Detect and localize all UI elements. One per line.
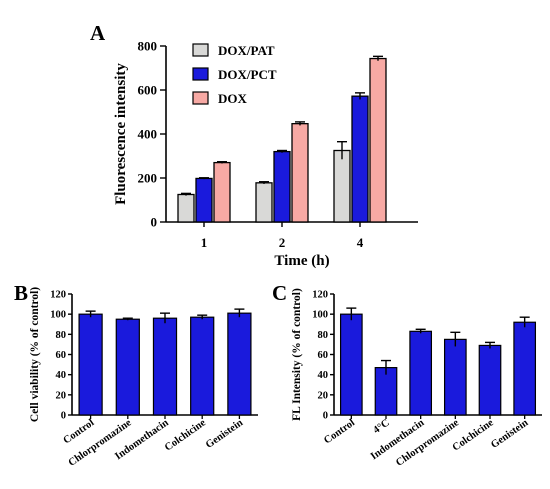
y-tick-label: 80 [318, 330, 329, 341]
x-tick-label: Colchicine [163, 417, 208, 453]
x-tick-label: 1 [201, 235, 208, 250]
y-tick-label: 800 [138, 39, 158, 54]
y-tick-label: 100 [312, 310, 328, 321]
y-tick-label: 100 [50, 310, 66, 321]
x-tick-label: Genistein [204, 417, 245, 451]
legend-swatch [192, 67, 209, 81]
bar-control [339, 313, 363, 416]
bar-genistein [513, 321, 537, 416]
panel-c: 0 20 40 60 80 100 120 C FL Intensity (% of contr… [272, 281, 542, 469]
y-tick-label: 200 [138, 171, 158, 186]
x-tick-label: Genistein [489, 417, 530, 451]
legend-label: DOX [218, 91, 248, 106]
x-tick-label: 4°C [371, 417, 391, 436]
x-tick-label: 4 [357, 235, 364, 250]
x-tick-label: 2 [279, 235, 286, 250]
y-tick-label: 400 [138, 127, 158, 142]
bar-dox-1 [213, 161, 231, 223]
y-tick-label: 0 [323, 411, 328, 422]
bar-chlorpromazine [115, 318, 140, 416]
legend-swatch [192, 43, 209, 57]
y-tick-label: 40 [56, 370, 67, 381]
y-tick-label: 80 [56, 330, 67, 341]
bar-colchicine [190, 316, 215, 416]
bar-4-c [374, 367, 398, 416]
y-tick-label: 40 [318, 370, 329, 381]
bar-indomethacin [152, 317, 178, 416]
legend: DOX/PAT DOX/PCT DOX [192, 43, 277, 106]
y-tick-label: 60 [56, 350, 67, 361]
y-tick-label: 20 [318, 390, 329, 401]
y-tick-label: 0 [61, 411, 66, 422]
y-tick-label: 120 [312, 290, 328, 301]
y-tick-label: 0 [151, 215, 158, 230]
panel-letter: A [90, 21, 106, 45]
y-axis-title: FL Intensity (% of control) [291, 288, 303, 421]
y-axis-title: Fluorescence intensity [113, 63, 129, 205]
y-tick-label: 600 [138, 83, 158, 98]
panel-letter: B [14, 281, 28, 305]
bar-colchicine [478, 344, 502, 416]
bar-dox-pat-1 [177, 193, 195, 223]
panel-a: 0 200 400 600 800 A Fluorescence intensity 1 2 4 T… [90, 21, 418, 269]
bar-indomethacin [409, 330, 433, 416]
bar-dox-pct-1 [195, 177, 213, 223]
bar-dox-pat-4 [333, 149, 351, 223]
bar-control [78, 313, 103, 416]
bar-dox-4 [369, 57, 387, 223]
bar-dox-pat-2 [255, 182, 273, 223]
bar-chlorpromazine [443, 338, 467, 416]
x-tick-label: Control [322, 417, 357, 446]
legend-swatch [192, 91, 209, 105]
bar-dox-2 [291, 123, 309, 223]
bar-dox-pct-4 [351, 95, 369, 223]
y-tick-label: 60 [318, 350, 329, 361]
y-tick-label: 20 [56, 390, 67, 401]
x-axis-title: Time (h) [274, 253, 329, 269]
legend-label: DOX/PAT [218, 43, 275, 58]
legend-label: DOX/PCT [218, 67, 277, 82]
panel-letter: C [272, 281, 287, 305]
x-tick-label: Chlorpromazine [67, 417, 134, 469]
bar-genistein [227, 312, 252, 416]
y-axis-title: Cell viability (% of control) [29, 287, 41, 422]
y-tick-label: 120 [50, 290, 66, 301]
panel-b: 0 20 40 60 80 100 120 B Cell viability (% of con… [14, 281, 258, 469]
bar-dox-pct-2 [273, 150, 291, 223]
